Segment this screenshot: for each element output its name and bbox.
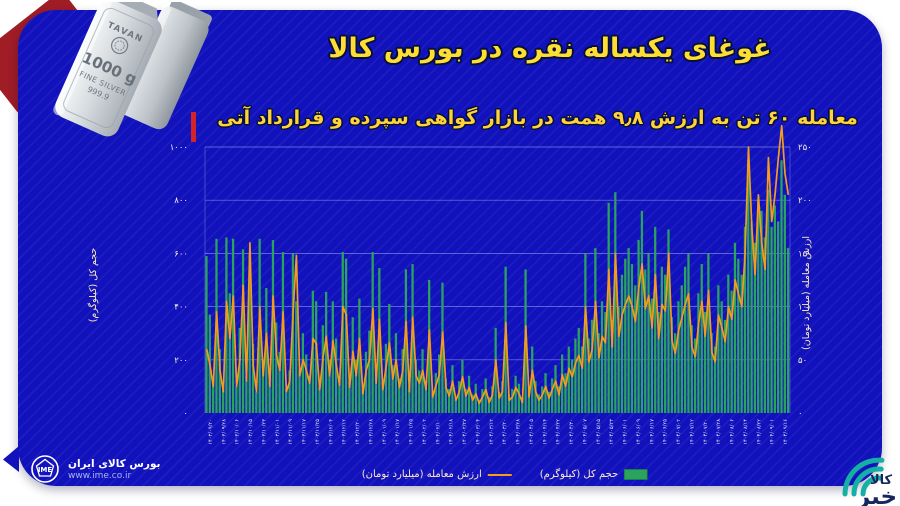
org-name: بورس کالای ایران bbox=[68, 457, 161, 470]
kalakhabar-watermark: کالا خبر bbox=[842, 457, 897, 506]
volume-bar-swatch bbox=[624, 469, 649, 480]
front-ingot: TAVAN 1000 g FINE SILVER 999.9 bbox=[53, 2, 162, 137]
page-subtitle: معامله ۶۰ تن به ارزش ۹٫۸ همت در بازار گو… bbox=[217, 107, 858, 129]
ime-footer: IME بورس کالای ایران www.ime.co.ir bbox=[30, 454, 161, 484]
ime-logo: IME bbox=[31, 455, 59, 483]
legend-item-volume: حجم کل (کیلوگرم) bbox=[540, 469, 649, 480]
page-title: غوغای یکساله نقره در بورس کالا bbox=[328, 33, 772, 64]
value-line-swatch bbox=[487, 473, 512, 476]
ingot-seal-icon bbox=[111, 36, 129, 55]
watermark-word-bottom: خبر bbox=[856, 484, 897, 506]
ime-footer-text: بورس کالای ایران www.ime.co.ir bbox=[68, 458, 161, 481]
legend-value-label: ارزش معامله (میلیارد تومان) bbox=[361, 469, 482, 480]
legend-item-value: ارزش معامله (میلیارد تومان) bbox=[362, 469, 512, 480]
org-url: www.ime.co.ir bbox=[68, 470, 132, 481]
card-tail bbox=[3, 446, 19, 472]
watermark-word-top: کالا bbox=[870, 473, 893, 488]
ime-logo-text: IME bbox=[38, 466, 53, 474]
chart-legend: حجم کل (کیلوگرم) ارزش معامله (میلیارد تو… bbox=[362, 469, 649, 480]
ingot-seal-inner-icon bbox=[114, 40, 125, 51]
silver-ingots-image: TAVAN 1000 g FINE SILVER 999.9 bbox=[53, 2, 212, 137]
subtitle-accent-bar bbox=[191, 112, 196, 142]
signal-arcs-icon bbox=[842, 457, 885, 497]
legend-volume-label: حجم کل (کیلوگرم) bbox=[539, 469, 619, 480]
